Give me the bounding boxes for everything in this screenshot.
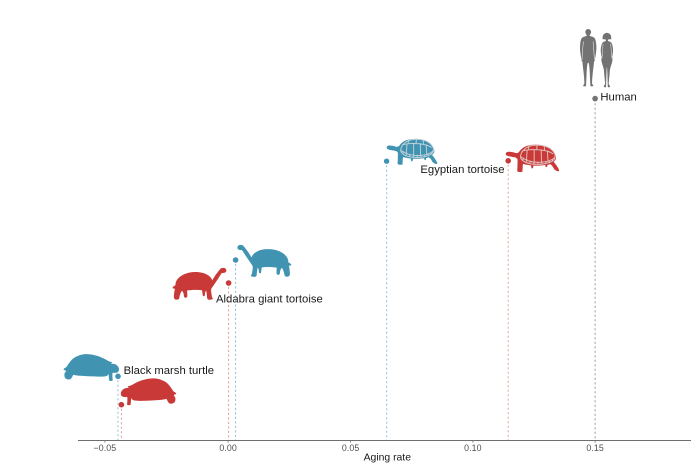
svg-text:0.15: 0.15 [586,443,604,453]
svg-text:0.05: 0.05 [342,443,360,453]
svg-text:Black marsh turtle: Black marsh turtle [124,365,214,377]
svg-text:0.00: 0.00 [219,443,237,453]
svg-text:Human: Human [600,91,636,103]
svg-text:0.10: 0.10 [464,443,482,453]
svg-text:Egyptian tortoise: Egyptian tortoise [420,164,504,176]
svg-text:Aging rate: Aging rate [364,453,412,464]
svg-text:−0.05: −0.05 [94,443,117,453]
svg-text:Aldabra giant tortoise: Aldabra giant tortoise [216,293,323,305]
